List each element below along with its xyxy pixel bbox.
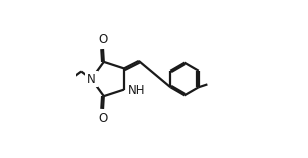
Text: O: O bbox=[98, 33, 107, 46]
Text: O: O bbox=[98, 112, 107, 125]
Text: NH: NH bbox=[128, 84, 146, 97]
Text: N: N bbox=[87, 73, 96, 85]
